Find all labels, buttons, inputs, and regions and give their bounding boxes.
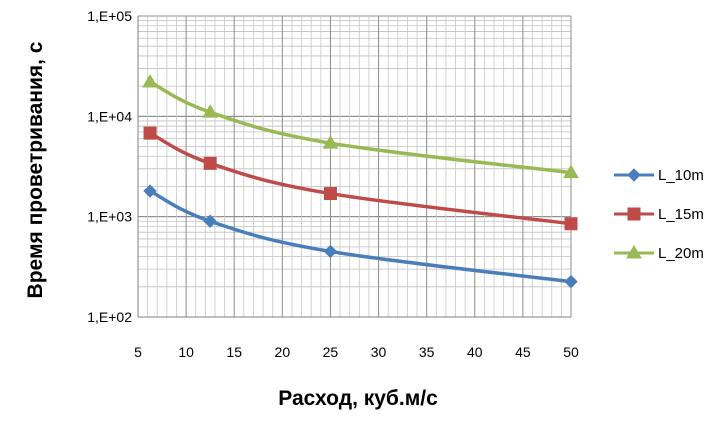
y-tick-label: 1,E+02 [87,309,132,325]
series-line [149,80,572,175]
x-tick-labels: 5 10 15 20 25 30 35 40 45 50 [134,344,579,360]
x-tick-label: 10 [178,344,194,360]
x-tick-label: 15 [226,344,242,360]
x-tick-label: 5 [134,344,142,360]
data-point [322,135,339,149]
data-point [142,73,158,88]
data-point [203,214,217,228]
series-L_10m [143,184,578,289]
y-tick-label: 1,E+03 [87,209,132,225]
data-point [323,187,337,201]
legend-label: L_20m [658,245,704,262]
series-L_20m [142,73,579,179]
series-line [149,131,572,226]
y-tick-labels: 1,E+02 1,E+03 1,E+04 1,E+05 [87,8,132,325]
legend-item: L_10m [614,167,704,184]
x-tick-label: 35 [419,344,435,360]
data-point [323,244,338,259]
y-tick-label: 1,E+05 [87,8,132,24]
data-point [143,184,157,198]
data-point [564,217,578,231]
y-tick-label: 1,E+04 [87,108,132,124]
chart-series [142,73,579,289]
series-line [149,189,572,284]
data-point [202,104,219,118]
chart-grid [137,15,572,318]
data-point [203,156,217,170]
data-point [564,274,578,289]
legend-marker [626,245,642,259]
chart-axes [137,16,571,318]
x-tick-label: 40 [467,344,483,360]
legend-label: L_10m [658,167,704,184]
x-tick-label: 50 [563,344,579,360]
chart-legend: L_10m L_15m L_20m [614,167,704,262]
legend-item: L_20m [614,245,704,262]
legend-marker [627,207,641,221]
y-axis-title: Время проветривания, с [24,41,47,298]
legend-marker [627,168,641,182]
x-tick-label: 20 [275,344,291,360]
series-L_15m [143,126,578,231]
data-point [143,126,157,140]
x-axis-title: Расход, куб.м/с [278,387,438,410]
x-tick-label: 45 [515,344,531,360]
legend-label: L_15m [658,206,704,223]
x-tick-label: 25 [323,344,339,360]
data-point [563,164,579,179]
x-tick-label: 30 [371,344,387,360]
legend-item: L_15m [614,206,704,223]
